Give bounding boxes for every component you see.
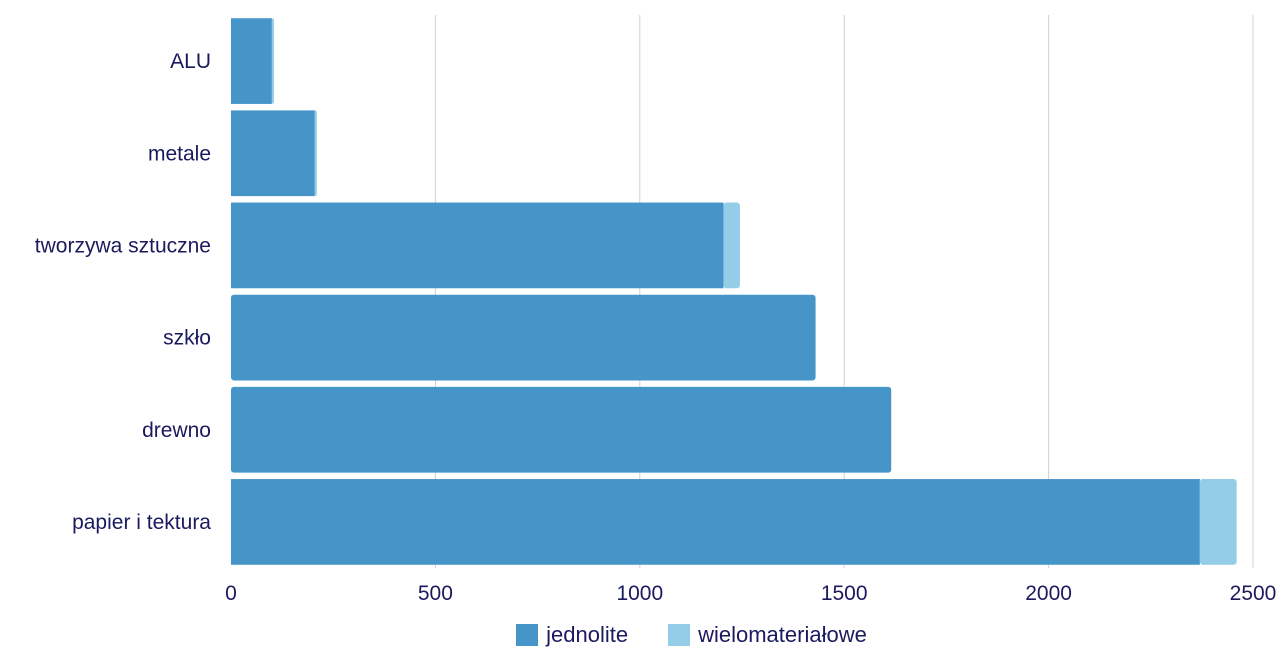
bar-jednolite-1: [231, 110, 315, 197]
category-label-4: drewno: [142, 419, 211, 442]
gridlines: [434, 15, 1254, 568]
x-tick-label-0: 0: [225, 582, 237, 605]
legend: jednolite wielomateriałowe: [0, 620, 1283, 650]
bar-wielomaterialowe-1: [314, 110, 317, 197]
legend-item-wielomaterialowe: wielomateriałowe: [668, 622, 867, 648]
legend-swatch-jednolite: [516, 624, 539, 646]
bar-chart: ALU metale tworzywa sztuczne szkło drewno pap…: [35, 15, 1276, 605]
x-axis-tick-labels: 0 500 1000 1500 2000 2500: [225, 582, 1276, 605]
x-tick-label-1500: 1500: [821, 582, 868, 605]
category-label-3: szkło: [163, 327, 211, 350]
category-label-0: ALU: [170, 50, 211, 73]
bar-jednolite-2: [231, 202, 724, 289]
bar-wielomaterialowe-2: [723, 202, 740, 289]
legend-label-wielomaterialowe: wielomateriałowe: [698, 622, 867, 647]
legend-item-jednolite: jednolite: [516, 622, 628, 648]
category-labels: ALU metale tworzywa sztuczne szkło drewno pap…: [35, 50, 212, 534]
bars: [231, 18, 1237, 565]
bar-jednolite-0: [231, 18, 272, 104]
x-tick-label-500: 500: [418, 582, 453, 605]
bar-jednolite-4: [231, 386, 892, 473]
bar-jednolite-5: [231, 479, 1200, 565]
bar-wielomaterialowe-5: [1199, 479, 1237, 565]
legend-label-jednolite: jednolite: [546, 622, 629, 647]
category-label-5: papier i tektura: [72, 511, 211, 534]
x-tick-label-2500: 2500: [1230, 582, 1277, 605]
x-tick-label-2000: 2000: [1025, 582, 1072, 605]
x-tick-label-1000: 1000: [616, 582, 663, 605]
bar-jednolite-3: [231, 294, 816, 381]
bar-wielomaterialowe-0: [271, 18, 274, 104]
category-label-2: tworzywa sztuczne: [35, 234, 211, 257]
category-label-1: metale: [148, 142, 211, 165]
legend-swatch-wielomaterialowe: [668, 624, 691, 646]
